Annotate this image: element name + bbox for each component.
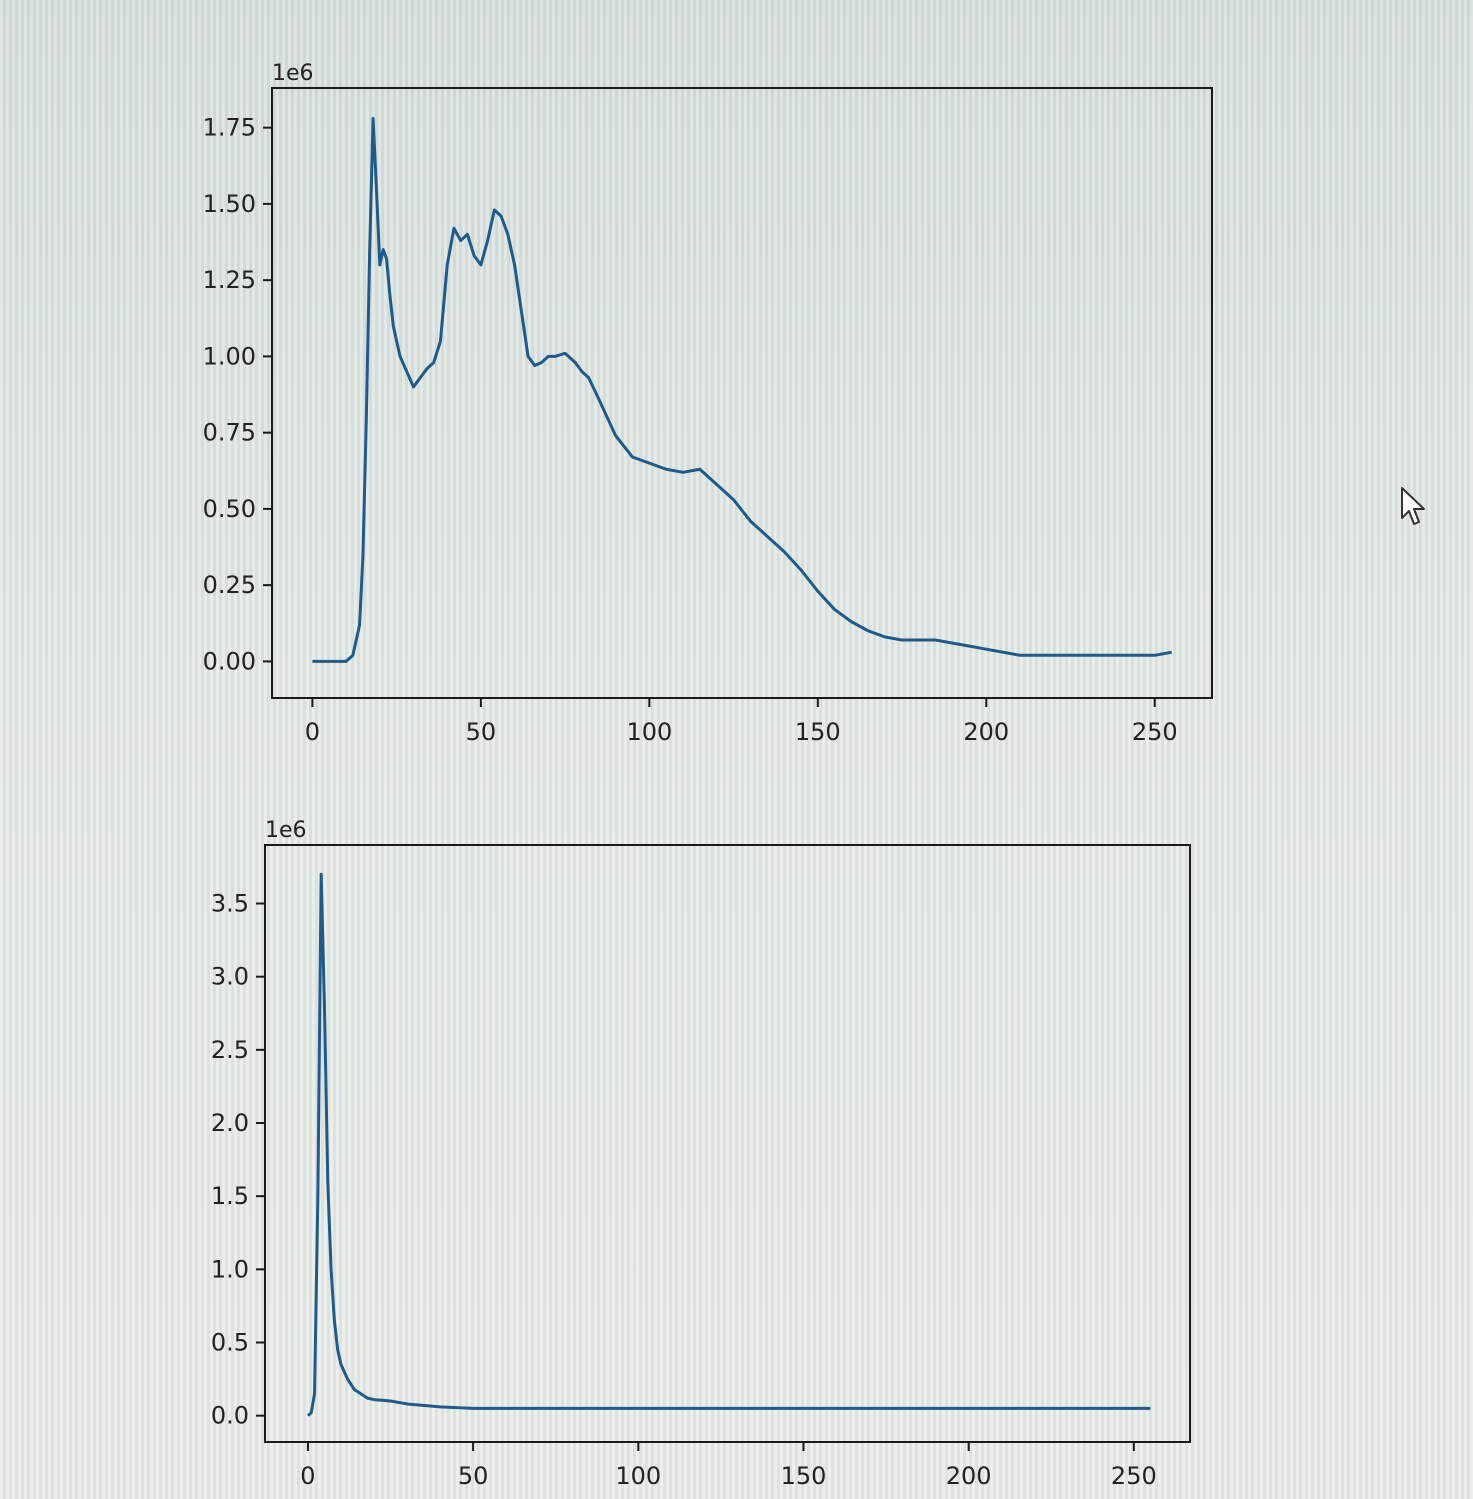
y-tick-label: 0.75 <box>203 419 256 447</box>
y-tick-label: 0.0 <box>211 1402 249 1430</box>
y-tick-label: 1.0 <box>211 1255 249 1283</box>
x-tick-label: 200 <box>946 1462 992 1490</box>
series-line <box>306 872 1151 1417</box>
series-line <box>312 117 1172 663</box>
x-tick-label: 250 <box>1132 718 1178 746</box>
x-tick-label: 250 <box>1111 1462 1157 1490</box>
plot-frame <box>264 844 1191 1443</box>
x-tick-label: 100 <box>615 1462 661 1490</box>
y-tick-label: 2.5 <box>211 1036 249 1064</box>
arrow-pointer-icon <box>1401 487 1425 525</box>
y-tick-label: 1.00 <box>203 342 256 370</box>
y-tick-label: 1.25 <box>203 266 256 294</box>
axis-offset-label: 1e6 <box>272 61 314 86</box>
y-tick-label: 1.5 <box>211 1182 249 1210</box>
y-tick-label: 0.50 <box>203 495 256 523</box>
y-tick-label: 1.50 <box>203 190 256 218</box>
plot-frame <box>271 87 1213 699</box>
y-tick-label: 0.00 <box>203 647 256 675</box>
axis-offset-label: 1e6 <box>265 818 307 843</box>
histogram-chart-top: 1e6 0 50 100 150 200 250 0.00 0.25 0.50 0.75 1.00 1.… <box>203 61 1213 746</box>
y-tick-label: 2.0 <box>211 1109 249 1137</box>
y-tick-label: 3.5 <box>211 890 249 918</box>
y-tick-label: 1.75 <box>203 114 256 142</box>
x-tick-label: 0 <box>300 1462 315 1490</box>
x-tick-label: 0 <box>305 718 320 746</box>
x-tick-label: 50 <box>458 1462 489 1490</box>
x-tick-label: 150 <box>781 1462 827 1490</box>
x-tick-label: 100 <box>626 718 672 746</box>
y-tick-label: 0.5 <box>211 1329 249 1357</box>
x-tick-label: 150 <box>795 718 841 746</box>
histogram-chart-bottom: 1e6 0 50 100 150 200 250 0.0 0.5 1.0 1.5 2.0 2.5 3.0 3… <box>211 818 1191 1490</box>
y-tick-label: 0.25 <box>203 571 256 599</box>
x-tick-label: 50 <box>466 718 497 746</box>
x-tick-label: 200 <box>963 718 1009 746</box>
y-tick-label: 3.0 <box>211 963 249 991</box>
